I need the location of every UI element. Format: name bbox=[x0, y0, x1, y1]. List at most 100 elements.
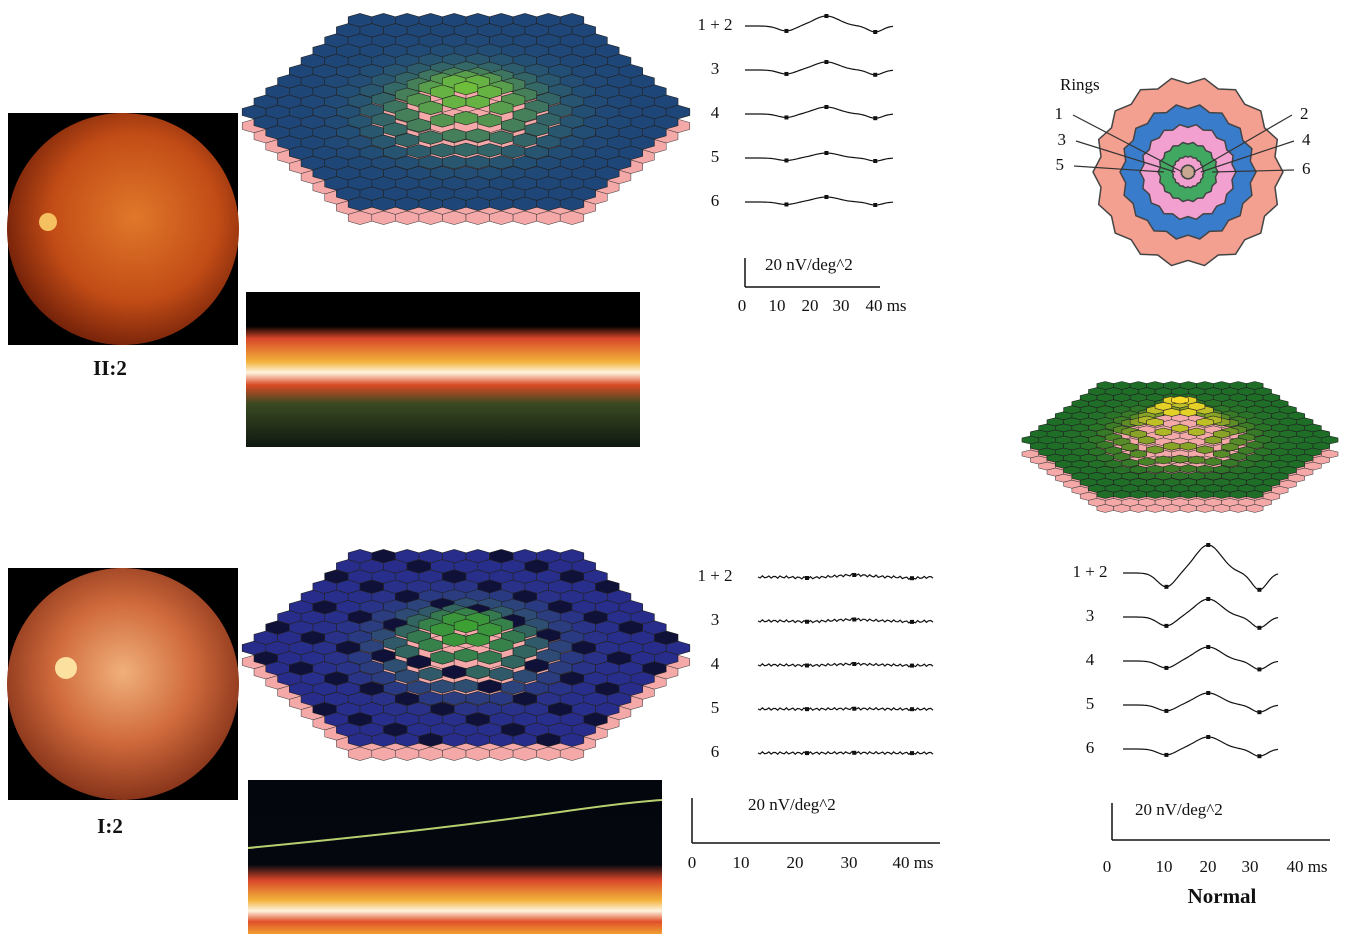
trace-marker bbox=[1257, 626, 1261, 630]
trace-label: 3 bbox=[1086, 606, 1095, 625]
map-side bbox=[1230, 504, 1247, 512]
map-cell bbox=[1097, 490, 1114, 498]
map-cell bbox=[1155, 428, 1172, 436]
time-tick-label: 40 ms bbox=[892, 853, 933, 872]
map-side bbox=[1197, 504, 1214, 512]
trace bbox=[758, 574, 933, 580]
trace bbox=[745, 197, 893, 205]
trace bbox=[758, 663, 933, 667]
time-tick-label: 20 bbox=[802, 296, 819, 315]
map-side bbox=[1180, 504, 1197, 512]
trace-marker bbox=[852, 707, 856, 711]
trace-marker bbox=[873, 30, 877, 34]
trace bbox=[745, 62, 893, 75]
trace-label: 5 bbox=[1086, 694, 1095, 713]
time-tick-label: 0 bbox=[1103, 857, 1112, 876]
trace-marker bbox=[805, 576, 809, 580]
time-tick-label: 0 bbox=[688, 853, 697, 872]
fundus-photo bbox=[7, 113, 239, 345]
trace-marker bbox=[873, 116, 877, 120]
map-cell bbox=[1147, 418, 1164, 426]
time-tick-label: 10 bbox=[1156, 857, 1173, 876]
trace-marker bbox=[805, 663, 809, 667]
trace-marker bbox=[805, 620, 809, 624]
trace-marker bbox=[1164, 709, 1168, 713]
trace-marker bbox=[910, 664, 914, 668]
trace-marker bbox=[784, 72, 788, 76]
trace-label: 1 + 2 bbox=[697, 15, 732, 34]
trace-marker bbox=[784, 158, 788, 162]
map-cell bbox=[1122, 459, 1139, 467]
trace-marker bbox=[873, 203, 877, 207]
trace-marker bbox=[1257, 588, 1261, 592]
time-tick-label: 0 bbox=[738, 296, 747, 315]
fundus-photo bbox=[7, 568, 239, 800]
trace-marker bbox=[1206, 735, 1210, 739]
map-cell bbox=[1205, 458, 1222, 466]
map-side bbox=[1147, 504, 1164, 512]
map-cell bbox=[1213, 490, 1230, 498]
map-cell bbox=[1180, 465, 1197, 473]
map-cell bbox=[1172, 455, 1189, 463]
trace-marker bbox=[824, 60, 828, 64]
time-tick-label: 30 bbox=[1242, 857, 1259, 876]
map-side bbox=[1097, 504, 1114, 512]
trace-marker bbox=[805, 707, 809, 711]
trace-marker bbox=[1257, 667, 1261, 671]
map-side bbox=[1163, 504, 1180, 512]
scale-label: 20 nV/deg^2 bbox=[765, 255, 853, 274]
map-cell bbox=[1213, 450, 1230, 458]
map-cell bbox=[1163, 465, 1180, 473]
ring-label: 5 bbox=[1056, 155, 1065, 174]
trace-marker bbox=[1206, 543, 1210, 547]
page: 123456Rings1 + 2345620 nV/deg^2010203040… bbox=[0, 0, 1355, 934]
map-cell bbox=[1147, 446, 1164, 454]
map-cell bbox=[1197, 490, 1214, 498]
trace-label: 1 + 2 bbox=[697, 566, 732, 585]
map-cell bbox=[1130, 450, 1147, 458]
time-tick-label: 40 ms bbox=[865, 296, 906, 315]
time-tick-label: 30 bbox=[841, 853, 858, 872]
trace-label: 5 bbox=[711, 147, 720, 166]
trace-marker bbox=[910, 576, 914, 580]
trace-marker bbox=[873, 73, 877, 77]
trace-label: 4 bbox=[711, 654, 720, 673]
trace bbox=[745, 16, 893, 32]
trace bbox=[1123, 693, 1278, 712]
ring-label: 4 bbox=[1302, 130, 1311, 149]
scale-label: 20 nV/deg^2 bbox=[1135, 800, 1223, 819]
map-cell bbox=[1197, 418, 1214, 426]
map-cell bbox=[1180, 408, 1197, 416]
map-side bbox=[1213, 504, 1230, 512]
map-cell bbox=[1130, 490, 1147, 498]
trace bbox=[1123, 599, 1278, 628]
patient-label: I:2 bbox=[97, 814, 123, 838]
scale-label: 20 nV/deg^2 bbox=[748, 795, 836, 814]
map-cell bbox=[1163, 490, 1180, 498]
map-cell bbox=[1163, 442, 1180, 450]
map-side bbox=[1130, 504, 1147, 512]
normal-label: Normal bbox=[1188, 884, 1257, 908]
ring-label: 3 bbox=[1058, 130, 1067, 149]
trace bbox=[758, 708, 933, 711]
trace bbox=[1123, 545, 1278, 590]
trace-marker bbox=[910, 707, 914, 711]
time-tick-label: 20 bbox=[787, 853, 804, 872]
trace-marker bbox=[824, 14, 828, 18]
ring bbox=[1181, 165, 1195, 179]
trace-marker bbox=[824, 195, 828, 199]
ring-label: 1 bbox=[1055, 104, 1064, 123]
trace-label: 4 bbox=[1086, 650, 1095, 669]
map-cell bbox=[1188, 428, 1205, 436]
optic-disc bbox=[39, 213, 57, 231]
time-tick-label: 10 bbox=[733, 853, 750, 872]
map-cell bbox=[1138, 458, 1155, 466]
ring-diagram bbox=[1073, 78, 1294, 265]
trace-marker bbox=[784, 202, 788, 206]
trace-label: 3 bbox=[711, 610, 720, 629]
trace-marker bbox=[1164, 666, 1168, 670]
map-cell bbox=[1172, 396, 1189, 404]
map-cell bbox=[1138, 436, 1155, 444]
trace-marker bbox=[1206, 691, 1210, 695]
map-cell bbox=[1163, 408, 1180, 416]
